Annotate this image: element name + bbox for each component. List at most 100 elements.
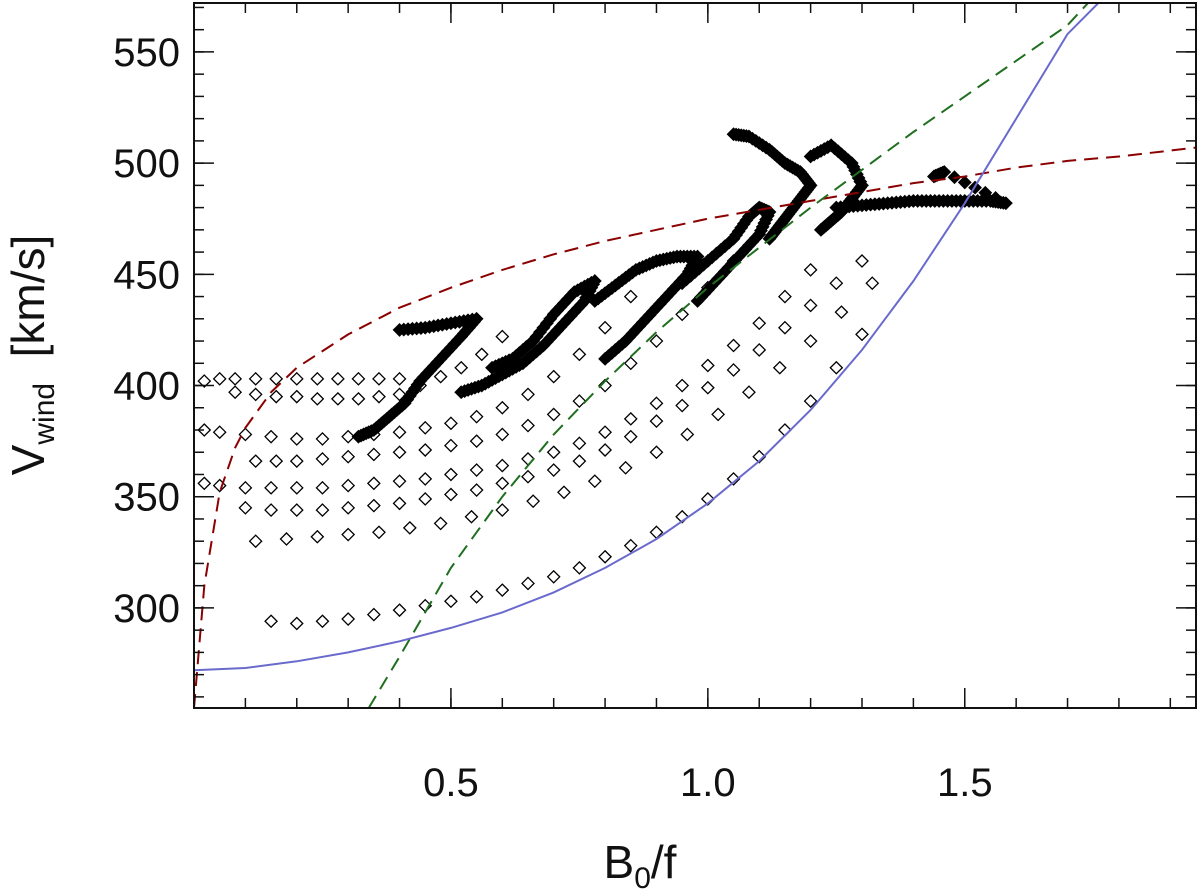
series-0-track-3-point-13 [572,394,587,409]
series-0-track-6-point-19 [834,305,849,320]
series-0-track-5-point-6 [392,496,407,511]
series-0-track-5-point-7 [418,492,433,506]
series-0-track-5-point-0 [238,500,253,515]
series-0-track-1-point-4 [310,391,325,406]
series-0-track-6-point-0 [248,534,263,549]
series-1-track-5-point-42 [813,222,828,237]
series-0-track-3-point-5 [366,447,381,462]
series-0-track-4-point-9 [418,472,433,486]
series-0-track-3-point-3 [315,451,330,466]
series-0-track-6-point-18 [803,334,818,348]
series-0-track-5-point-17 [675,398,690,413]
series-0-track-6-point-20 [865,276,880,291]
series-0-track-3-point-12 [546,407,561,422]
x-tick-label: 1.0 [680,761,736,805]
series-0-track-2-point-5 [315,431,330,446]
series-1-track-3-point-54 [690,294,705,308]
series-0-track-4-point-17 [623,411,638,426]
series-0-track-1-point-2 [269,389,284,404]
series-0-track-0-point-6 [310,371,325,386]
series-0-track-3-point-2 [289,454,304,469]
series-0-track-7-point-1 [289,616,304,631]
tick-label-layer: 0.5 1.0 1.5 300 350 400 450 500 550 [113,31,992,805]
y-axis-title-base: V [2,444,54,475]
tick-layer [193,3,1196,708]
series-0-track-5-point-16 [649,414,664,429]
series-0-track-5-point-24 [855,254,869,268]
series-0-track-0-point-2 [228,371,243,386]
series-0-track-0-point-9 [372,371,386,386]
series-0-track-7-point-22 [829,360,844,375]
series-0-track-5-point-5 [366,498,381,513]
series-0-track-4-point-14 [546,445,561,460]
series-0-track-5-point-4 [341,500,356,515]
y-tick-label: 350 [113,476,180,520]
series-0-track-1-point-7 [372,389,386,404]
series-0-track-0-point-4 [269,371,284,386]
series-0-track-6-point-16 [742,385,756,400]
series-0-track-6-point-14 [680,427,695,442]
series-0-track-0-point-3 [248,371,263,386]
series-0-track-7-point-12 [572,560,587,575]
series-0-track-4-point-10 [444,467,458,482]
series-0-track-4-point-16 [598,425,612,440]
series-0-track-2-point-6 [341,429,356,444]
series-0-track-5-point-1 [264,503,278,517]
series-0-track-4-point-21 [726,338,741,353]
series-0-track-7-point-23 [855,327,869,342]
series-0-track-4-point-22 [752,316,767,331]
series-0-track-1-point-11 [454,360,469,375]
series-0-track-5-point-15 [623,429,638,444]
series-0-track-3-point-14 [598,378,612,393]
series-0-track-6-point-8 [495,503,510,517]
plot-frame [193,2,1197,709]
series-0-track-5-point-2 [289,503,304,517]
series-0-track-5-point-20 [752,343,767,357]
series-0-track-4-point-7 [366,476,381,491]
series-0-track-5-point-12 [546,463,561,477]
series-0-track-4-point-11 [469,463,484,477]
series-0-track-6-point-4 [372,525,386,540]
series-0-track-5-point-10 [495,476,510,491]
series-1-track-6-point-43 [988,191,1003,205]
series-0-track-5-point-23 [829,276,844,291]
series-0-track-2-point-10 [444,416,458,431]
series-0-track-3-point-9 [469,434,484,449]
series-2-line [194,146,1196,708]
series-1-track-0-point-60 [351,429,366,444]
series-0-track-2-point-11 [469,409,484,424]
series-0-track-0-point-8 [351,371,366,386]
series-0-track-5-point-11 [521,469,535,484]
series-0-track-5-point-18 [700,380,715,395]
series-0-track-2-point-12 [495,400,510,415]
series-0-track-3-point-17 [675,307,690,322]
series-0-track-6-point-9 [526,494,541,509]
series-4-line [194,3,1100,672]
y-axis-title-sub: wind [28,383,61,446]
series-0-track-7-point-17 [700,492,715,506]
series-0-track-2-point-13 [521,387,535,402]
series-0-track-2-point-16 [598,320,612,335]
series-0-track-7-point-5 [392,603,407,618]
series-1-track-6-point-46 [957,175,972,190]
series-0-track-5-point-3 [315,503,330,517]
x-axis-title: B0/f [604,836,677,892]
series-0-track-7-point-13 [598,549,612,564]
series-1-track-2-point-60 [598,351,612,366]
series-0-track-4-point-15 [572,436,587,451]
series-0-track-7-point-4 [366,607,381,622]
y-axis-title-rest: [km/s] [2,235,54,383]
series-0-track-3-point-7 [418,443,433,457]
series-1-track-6-point-44 [978,185,993,200]
series-0-track-5-point-22 [803,298,818,313]
series-0-track-4-point-2 [238,480,253,495]
y-tick-label: 550 [113,31,180,75]
series-1-markers [351,127,1013,444]
series-0-track-1-point-0 [228,385,243,400]
series-1-track-6-point-42 [998,196,1013,211]
series-0-track-2-point-1 [212,425,227,440]
series-0-track-2-point-14 [546,369,561,384]
series-0-track-3-point-15 [623,356,638,371]
series-0-track-3-point-8 [444,438,458,453]
